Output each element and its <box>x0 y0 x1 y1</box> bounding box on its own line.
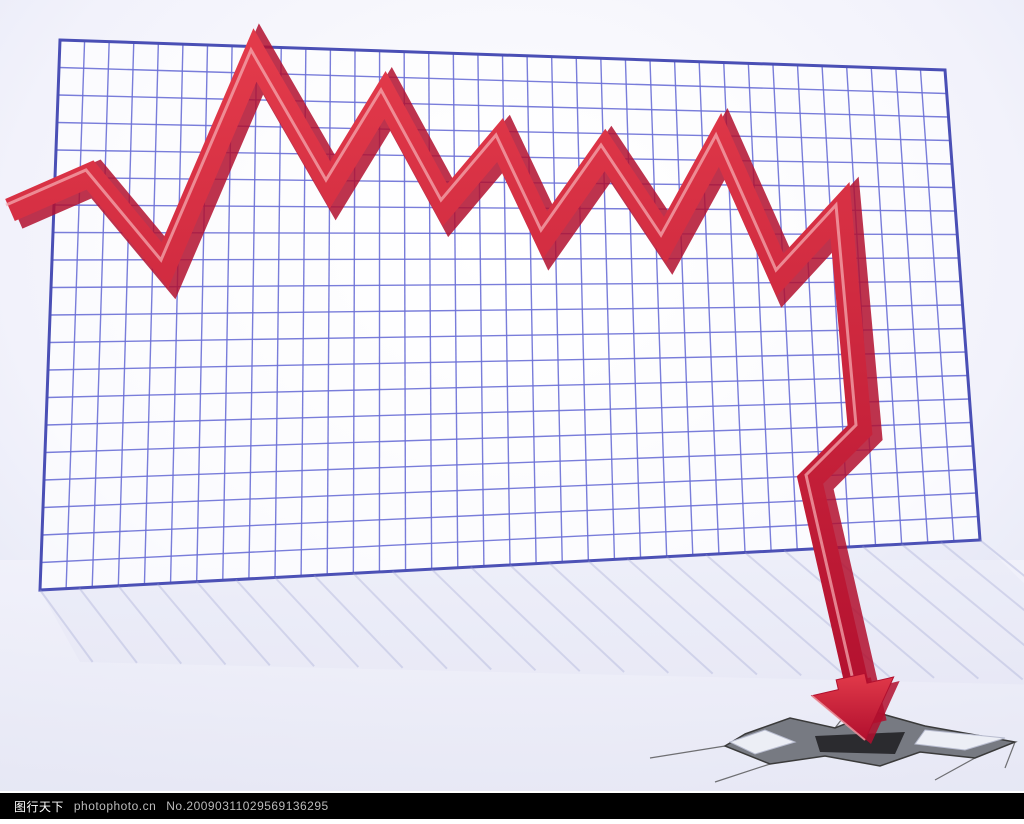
chart-svg <box>0 0 1024 819</box>
serial-number: No.20090311029569136295 <box>166 799 328 813</box>
attribution-footer: 图行天下 photophoto.cn No.200903110295691362… <box>0 793 1024 819</box>
scene-root <box>0 0 1024 819</box>
site-label: 图行天下 <box>14 798 64 815</box>
site-url: photophoto.cn <box>74 799 156 813</box>
